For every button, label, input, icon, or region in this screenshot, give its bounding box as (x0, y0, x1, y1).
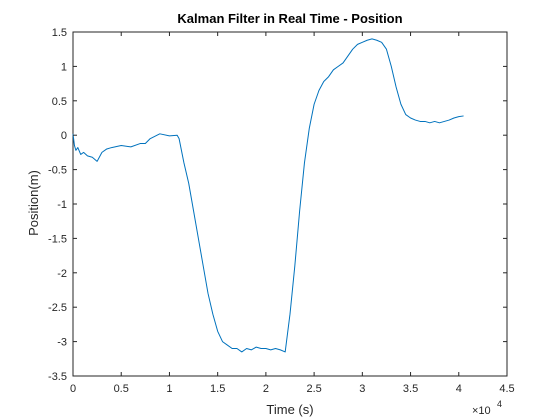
y-tick-label: 0 (61, 130, 67, 142)
x-tick-label: 3 (359, 383, 365, 395)
x-exponent-base: ×10 (472, 405, 491, 417)
y-tick-label: 0.5 (52, 96, 67, 108)
y-tick-label: 1 (61, 61, 67, 73)
x-axis-label: Time (s) (266, 402, 313, 417)
x-tick-label: 0.5 (114, 383, 129, 395)
x-tick-label: 3.5 (403, 383, 418, 395)
y-tick-label: -2 (57, 268, 67, 280)
chart-title: Kalman Filter in Real Time - Position (177, 11, 402, 26)
y-tick-label: -1 (57, 199, 67, 211)
y-tick-label: -2.5 (48, 302, 67, 314)
axes-box (72, 31, 508, 377)
x-tick-label: 4 (456, 383, 462, 395)
tick-labels: 0 0.5 1 1.5 2 2.5 3 3.5 4 4.5 -3.5 -3 -2.5 -2 -1.5 -1 -0… (48, 27, 515, 395)
series-line-0 (72, 38, 464, 353)
x-tick-label: 0 (70, 383, 76, 395)
x-exponent-power: 4 (497, 399, 502, 409)
y-tick-label: -1.5 (48, 233, 67, 245)
ticks (72, 31, 508, 377)
x-tick-label: 2 (263, 383, 269, 395)
x-tick-label: 4.5 (499, 383, 514, 395)
y-tick-label: -3 (57, 337, 67, 349)
x-tick-label: 2.5 (306, 383, 321, 395)
plot-area (72, 31, 508, 377)
y-tick-label: -3.5 (48, 371, 67, 383)
y-axis-label: Position(m) (26, 170, 41, 236)
x-tick-label: 1.5 (210, 383, 225, 395)
y-tick-label: 1.5 (52, 27, 67, 39)
y-tick-label: -0.5 (48, 165, 67, 177)
x-tick-label: 1 (166, 383, 172, 395)
